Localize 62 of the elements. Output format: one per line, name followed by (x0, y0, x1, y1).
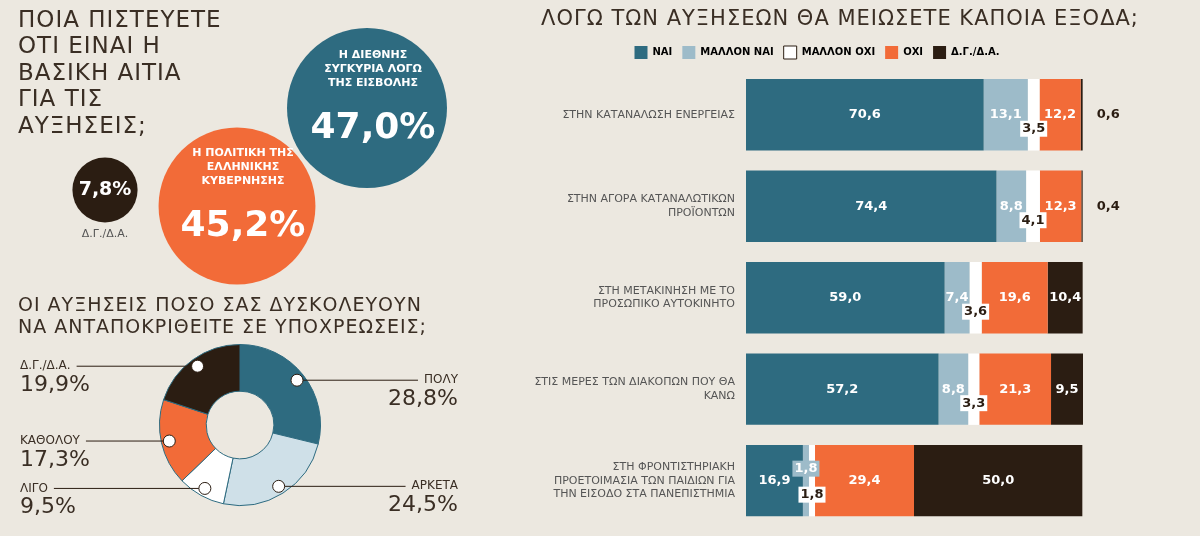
data-label: 1,8 (800, 486, 824, 502)
data-label: 8,8 (999, 197, 1023, 213)
slice-label: Δ.Γ./Δ.Α. (20, 358, 71, 373)
y-tick-label: ΣΤΗΝ ΑΓΟΡΑ ΚΑΤΑΝΑΛΩΤΙΚΩΝ ΠΡΟΪΟΝΤΩΝ (566, 192, 735, 219)
data-label: 3,5 (1022, 120, 1046, 136)
data-label: 57,2 (826, 380, 859, 396)
data-label: 19,9% (20, 370, 90, 396)
data-label: 74,4 (855, 197, 888, 213)
data-label: 3,6 (964, 303, 988, 319)
legend-label: ΟΧΙ (903, 46, 924, 58)
data-label: 9,5% (20, 493, 76, 519)
data-label: 12,3 (1044, 197, 1077, 213)
y-tick-label: ΣΤΗ ΜΕΤΑΚΙΝΗΣΗ ΜΕ ΤΟ ΠΡΟΣΩΠΙΚΟ ΑΥΤΟΚΙΝΗΤΟ (593, 283, 736, 311)
category-label: Η ΠΟΛΙΤΙΚΗ ΤΗΣ ΕΛΛΗΝΙΚΗΣ ΚΥΒΕΡΝΗΣΗΣ (192, 146, 294, 187)
data-label: 8,8 (941, 380, 965, 396)
data-label: 7,8% (78, 176, 132, 199)
data-label: 1,8 (794, 460, 818, 476)
data-label: 13,1 (989, 106, 1022, 122)
y-tick-label: ΣΤΗΝ ΚΑΤΑΝΑΛΩΣΗ ΕΝΕΡΓΕΙΑΣ (562, 107, 736, 121)
category-label: Δ.Γ./Δ.Α. (81, 226, 129, 240)
data-label: 7,4 (945, 289, 969, 305)
bar (1051, 353, 1083, 425)
data-label: 70,6 (848, 106, 881, 122)
bar (746, 353, 939, 425)
data-label: 0,4 (1096, 197, 1120, 213)
data-label: 59,0 (829, 289, 862, 305)
bar (1047, 262, 1083, 334)
data-label: 10,4 (1049, 289, 1082, 305)
legend-label: ΝΑΙ (652, 46, 673, 58)
data-label: 29,4 (848, 472, 881, 488)
slice-label: ΠΟΛΥ (423, 372, 459, 387)
data-label: 19,6 (998, 289, 1031, 305)
data-label: 28,8% (388, 384, 458, 410)
data-label: 45,2% (180, 203, 306, 244)
bar (746, 262, 945, 334)
y-tick-label: ΣΤΙΣ ΜΕΡΕΣ ΤΩΝ ΔΙΑΚΟΠΩΝ ΠΟΥ ΘΑ ΚΑΝΩ (534, 375, 736, 402)
legend-label: ΜΑΛΛΟΝ ΟΧΙ (801, 46, 876, 58)
bar (1080, 79, 1083, 151)
legend-label: ΜΑΛΛΟΝ ΝΑΙ (700, 46, 774, 58)
bar (746, 170, 997, 242)
bar (914, 444, 1083, 517)
chart-title: ΛΟΓΩ ΤΩΝ ΑΥΞΗΣΕΩΝ ΘΑ ΜΕΙΩΣΕΤΕ ΚΑΠΟΙΑ ΕΞΟΔΑ; (540, 6, 1140, 31)
y-tick-label: ΣΤΗ ΦΡΟΝΤΙΣΤΗΡΙΑΚΗ ΠΡΟΕΤΟΙΜΑΣΙΑ ΤΩΝ ΠΑΙΔΙΩΝ ΓΙΑ ΤΗΝ ΕΙΣΟΔΟ ΣΤΑ ΠΑΝΕΠΙΣΤΗΜΙΑ (552, 460, 736, 500)
bar (746, 79, 984, 151)
data-label: 16,9 (758, 472, 791, 488)
data-label: 3,3 (962, 394, 986, 410)
slice-label: ΑΡΚΕΤΑ (411, 478, 459, 493)
data-label: 12,2 (1044, 106, 1077, 122)
text: ΠΟΙΑ ΠΙΣΤΕΥΕΤΕ ΟΤΙ ΕΙΝΑΙ Η ΒΑΣΙΚΗ ΑΙΤΙΑ ΓΙΑ ΤΙΣ ΑΥΞΗΣΕΙΣ; (18, 6, 223, 139)
slice-label: ΛΙΓΟ (20, 480, 48, 495)
data-label: 50,0 (982, 472, 1015, 488)
data-label: 9,5 (1055, 380, 1079, 396)
data-label: 4,1 (1021, 211, 1045, 227)
data-label: 24,5% (388, 491, 458, 517)
slice-label: ΚΑΘΟΛΟΥ (20, 433, 81, 448)
data-label: 21,3 (999, 380, 1032, 396)
data-label: 47,0% (310, 105, 436, 146)
category-label: Η ΔΙΕΘΝΗΣ ΣΥΓΚΥΡΙΑ ΛΟΓΩ ΤΗΣ ΕΙΣΒΟΛΗΣ (324, 48, 423, 89)
legend-label: Δ.Γ./Δ.Α. (951, 46, 1000, 58)
chart-title: ΟΙ ΑΥΞΗΣΕΙΣ ΠΟΣΟ ΣΑΣ ΔΥΣΚΟΛΕΥΟΥΝ ΝΑ ΑΝΤΑΠΟΚΡΙΘΕΙΤΕ ΣΕ ΥΠΟΧΡΕΩΣΕΙΣ; (18, 293, 428, 338)
data-label: 17,3% (20, 445, 90, 471)
data-label: 0,6 (1096, 106, 1120, 122)
